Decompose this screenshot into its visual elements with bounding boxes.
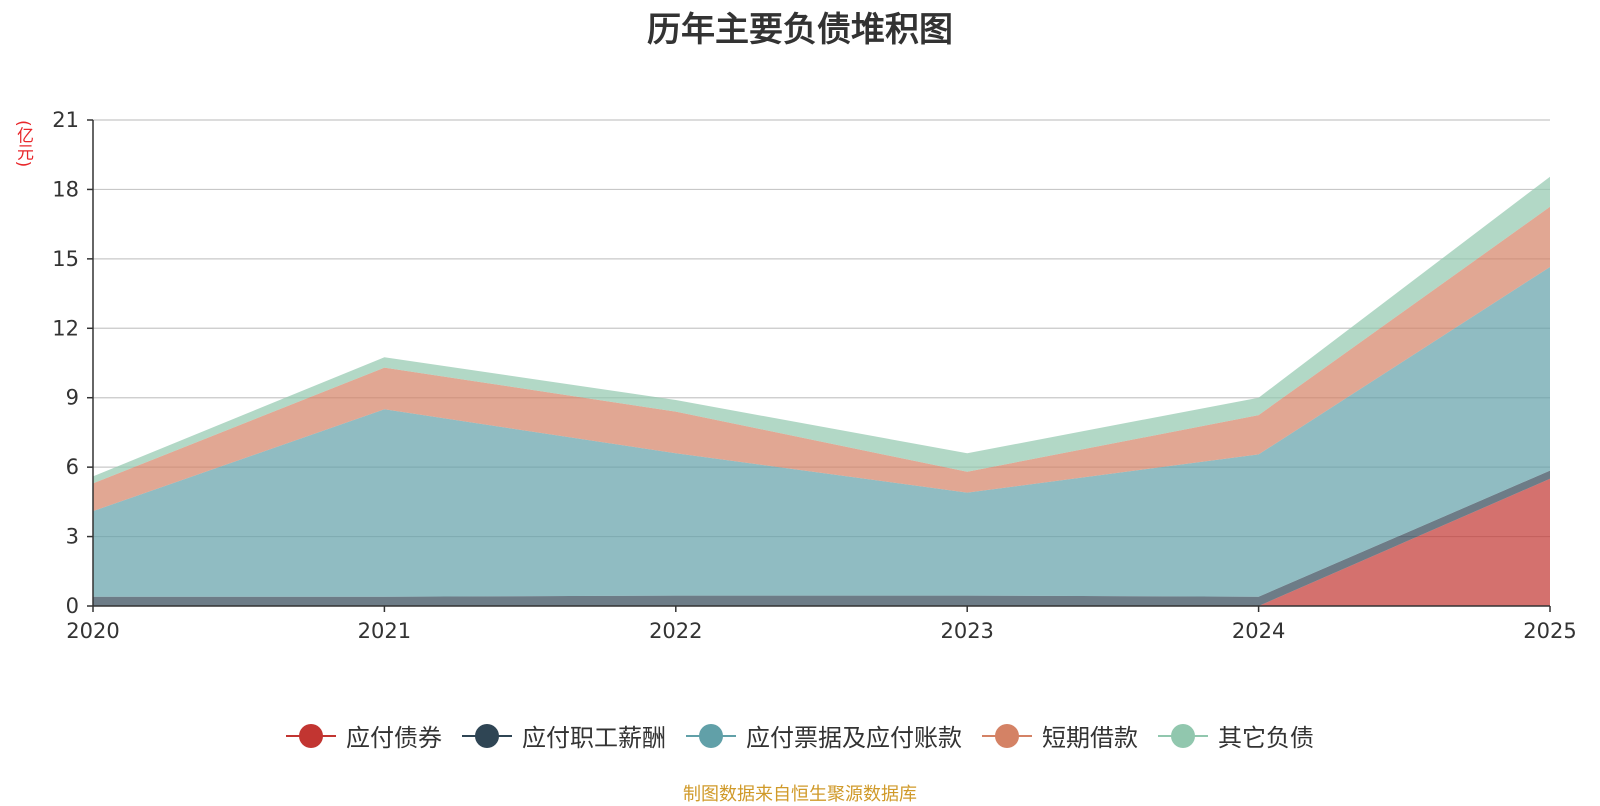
legend-item-4[interactable]: 短期借款 xyxy=(982,718,1138,753)
axes xyxy=(92,120,1550,607)
y-tick-label: 21 xyxy=(52,108,79,132)
source-note: 制图数据来自恒生聚源数据库 xyxy=(683,784,917,805)
y-tick-label: 0 xyxy=(66,594,79,618)
area-series-3[interactable] xyxy=(93,266,1550,597)
legend-marker-icon xyxy=(686,723,736,748)
legend-marker-icon xyxy=(982,723,1032,748)
legend-item-5[interactable]: 其它负债 xyxy=(1158,718,1314,753)
x-tick-label: 2021 xyxy=(358,619,411,643)
x-tick-label: 2024 xyxy=(1232,619,1285,643)
y-tick-label: 12 xyxy=(52,316,79,340)
legend-label: 其它负债 xyxy=(1218,724,1314,752)
y-tick-label: 18 xyxy=(52,177,79,201)
x-tick-label: 2023 xyxy=(940,619,993,643)
y-tick-label: 15 xyxy=(52,247,79,271)
x-tick-label: 2025 xyxy=(1523,619,1576,643)
chart-title: 历年主要负债堆积图 xyxy=(647,10,953,50)
legend-marker-icon xyxy=(462,723,512,748)
legend-label: 短期借款 xyxy=(1042,724,1138,752)
legend-label: 应付票据及应付账款 xyxy=(746,724,962,752)
area-series-4[interactable] xyxy=(93,206,1550,512)
y-tick-label: 9 xyxy=(66,386,79,410)
area-series xyxy=(93,176,1550,606)
legend-marker-icon xyxy=(1158,723,1208,748)
legend-item-1[interactable]: 应付债券 xyxy=(286,718,442,753)
legend-item-3[interactable]: 应付票据及应付账款 xyxy=(686,718,962,753)
area-series-1[interactable] xyxy=(93,478,1550,606)
legend-label: 应付职工薪酬 xyxy=(522,724,666,752)
x-tick-label: 2022 xyxy=(649,619,702,643)
y-axis-unit-label: (亿元) xyxy=(13,120,33,168)
tick-labels: 0 3 6 9 12 15 18 21 2020 2021 2022 2023 2024 2025 xyxy=(52,108,1576,643)
legend-label: 应付债券 xyxy=(346,724,442,752)
y-tick-label: 3 xyxy=(66,525,79,549)
legend-marker-icon xyxy=(286,723,336,748)
legend-item-2[interactable]: 应付职工薪酬 xyxy=(462,718,666,753)
y-tick-label: 6 xyxy=(66,455,79,479)
x-tick-label: 2020 xyxy=(66,619,119,643)
legend: 应付债券 应付职工薪酬 应付票据及应付账款 短期借款 其它负债 xyxy=(0,718,1600,753)
